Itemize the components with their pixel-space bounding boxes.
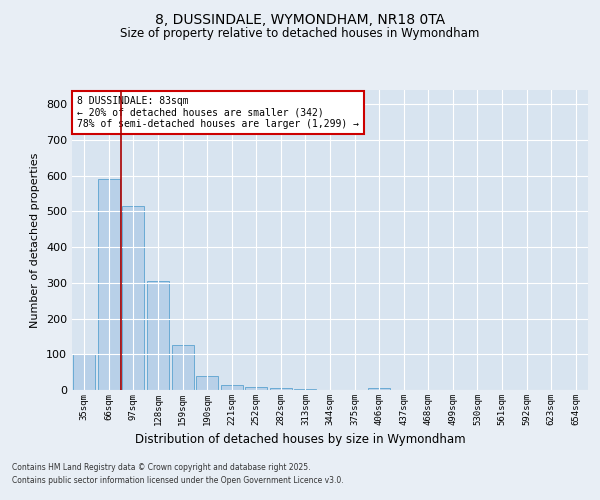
Text: 8 DUSSINDALE: 83sqm
← 20% of detached houses are smaller (342)
78% of semi-detac: 8 DUSSINDALE: 83sqm ← 20% of detached ho… — [77, 96, 359, 129]
Bar — [368, 388, 390, 390]
Text: Distribution of detached houses by size in Wymondham: Distribution of detached houses by size … — [134, 432, 466, 446]
Bar — [98, 180, 120, 390]
Text: Contains HM Land Registry data © Crown copyright and database right 2025.: Contains HM Land Registry data © Crown c… — [12, 464, 311, 472]
Bar — [245, 387, 268, 390]
Text: Contains public sector information licensed under the Open Government Licence v3: Contains public sector information licen… — [12, 476, 344, 485]
Bar — [147, 281, 169, 390]
Bar — [122, 206, 145, 390]
Bar — [73, 354, 95, 390]
Y-axis label: Number of detached properties: Number of detached properties — [31, 152, 40, 328]
Bar — [295, 389, 316, 390]
Bar — [196, 376, 218, 390]
Bar — [270, 388, 292, 390]
Bar — [221, 384, 243, 390]
Bar — [172, 346, 194, 390]
Text: Size of property relative to detached houses in Wymondham: Size of property relative to detached ho… — [121, 28, 479, 40]
Text: 8, DUSSINDALE, WYMONDHAM, NR18 0TA: 8, DUSSINDALE, WYMONDHAM, NR18 0TA — [155, 12, 445, 26]
